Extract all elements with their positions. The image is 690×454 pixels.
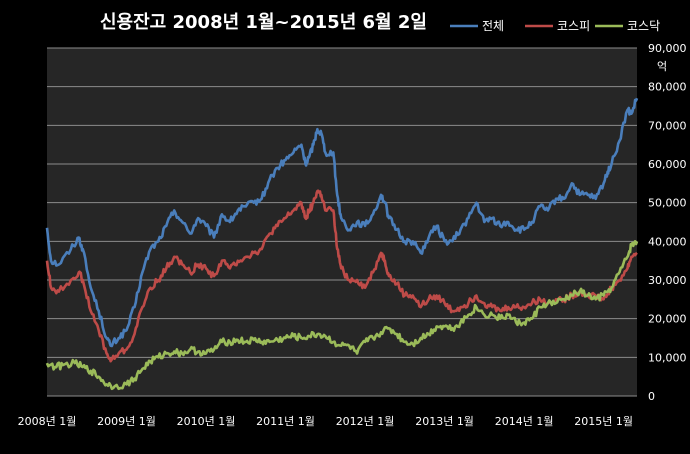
y-tick-label: 50,000: [648, 197, 687, 210]
y-tick-label: 60,000: [648, 158, 687, 171]
series-layer: [45, 97, 639, 391]
grid-lines: [47, 47, 637, 397]
y-tick-label: 10,000: [648, 351, 687, 364]
x-tick-label: 2009년 1월: [97, 415, 156, 428]
y-tick-label: 20,000: [648, 313, 687, 326]
y-tick-label: 90,000: [648, 42, 687, 55]
y-tick-label: 30,000: [648, 274, 687, 287]
y-tick-label: 80,000: [648, 81, 687, 94]
y-axis-unit-label: 억: [657, 60, 667, 73]
y-tick-label: 40,000: [648, 235, 687, 248]
legend: 전체 코스피 코스닥: [450, 19, 660, 33]
series-line-1: [45, 97, 639, 348]
series-line-2: [45, 189, 638, 363]
chart-title: 신용잔고 2008년 1월~2015년 6월 2일: [100, 12, 427, 33]
x-tick-label: 2012년 1월: [336, 415, 395, 428]
y-axis-ticks: 0 10,000 20,000 30,000 40,000 50,000 60,000 70,…: [648, 42, 687, 403]
y-tick-label: 70,000: [648, 119, 687, 132]
x-tick-label: 2008년 1월: [18, 415, 77, 428]
x-tick-label: 2014년 1월: [495, 415, 554, 428]
plot-background: [47, 48, 637, 396]
legend-label-2: 코스피: [557, 19, 590, 33]
x-tick-label: 2010년 1월: [177, 415, 236, 428]
x-tick-label: 2013년 1월: [415, 415, 474, 428]
y-tick-label: 0: [648, 390, 655, 403]
x-tick-label: 2015년 1월: [574, 415, 633, 428]
series-line-3: [45, 240, 639, 391]
legend-label-1: 전체: [482, 19, 504, 33]
x-tick-label: 2011년 1월: [256, 415, 315, 428]
legend-label-3: 코스닥: [627, 19, 660, 33]
x-axis-ticks: 2008년 1월 2009년 1월 2010년 1월 2011년 1월 2012년 1월…: [18, 415, 633, 428]
